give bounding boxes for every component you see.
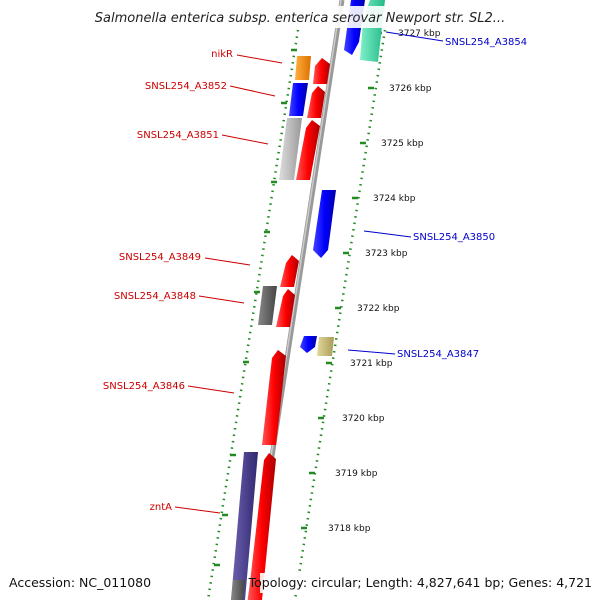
outer-ring-ticks xyxy=(214,48,297,567)
right-leader-lines xyxy=(347,31,444,355)
gene-label-snsl254-a3854[interactable]: SNSL254_A3854 xyxy=(445,37,527,48)
kbp-label-3727: 3727 kbp xyxy=(398,29,441,39)
map-title: Salmonella enterica subsp. enterica sero… xyxy=(95,11,505,26)
gene-red-2[interactable] xyxy=(307,86,325,118)
gene-red-3[interactable] xyxy=(296,120,320,180)
left-leader-lines xyxy=(174,54,283,514)
gene-small-blue[interactable] xyxy=(300,336,317,353)
gene-label-znta[interactable]: zntA xyxy=(150,502,173,513)
kbp-label-3720: 3720 kbp xyxy=(342,414,385,424)
gene-label-snsl254-a3850[interactable]: SNSL254_A3850 xyxy=(413,232,495,243)
kbp-label-3726: 3726 kbp xyxy=(389,84,432,94)
kbp-label-3722: 3722 kbp xyxy=(357,304,400,314)
gene-label-snsl254-a3847[interactable]: SNSL254_A3847 xyxy=(397,349,479,360)
accession-text: Accession: NC_011080 xyxy=(9,575,151,590)
gene-snsl254-a3849[interactable] xyxy=(280,255,299,287)
gene-snsl254-a3848[interactable] xyxy=(258,286,277,325)
gene-zntA[interactable] xyxy=(231,452,258,600)
gene-snsl254-a3850[interactable] xyxy=(313,190,336,258)
gene-label-snsl254-a3848[interactable]: SNSL254_A3848 xyxy=(114,291,196,302)
gene-snsl254-a3851[interactable] xyxy=(279,118,302,180)
gene-label-snsl254-a3851[interactable]: SNSL254_A3851 xyxy=(137,130,219,141)
title-backdrop xyxy=(85,6,515,28)
gene-grey-bottom[interactable] xyxy=(231,580,245,600)
kbp-label-3721: 3721 kbp xyxy=(350,359,393,369)
gene-label-snsl254-a3852[interactable]: SNSL254_A3852 xyxy=(145,81,227,92)
gene-label-nikr[interactable]: nikR xyxy=(211,49,233,60)
kbp-label-3724: 3724 kbp xyxy=(373,194,416,204)
kbp-label-3719: 3719 kbp xyxy=(335,469,378,479)
kbp-label-3723: 3723 kbp xyxy=(365,249,408,259)
gene-nikr[interactable] xyxy=(295,56,311,80)
topology-text: Topology: circular; Length: 4,827,641 bp… xyxy=(248,575,592,590)
gene-red-4[interactable] xyxy=(276,289,295,327)
topology-backdrop xyxy=(260,573,596,593)
gene-red-1[interactable] xyxy=(313,58,330,84)
accession-backdrop xyxy=(5,573,175,593)
kbp-label-3725: 3725 kbp xyxy=(381,139,424,149)
gene-snsl254-a3847[interactable] xyxy=(317,337,334,356)
gene-snsl254-a3852[interactable] xyxy=(289,83,308,116)
gene-label-snsl254-a3846[interactable]: SNSL254_A3846 xyxy=(103,381,185,392)
gene-snsl254-a3846[interactable] xyxy=(262,350,286,445)
kbp-label-3718: 3718 kbp xyxy=(328,524,371,534)
gene-red-5[interactable] xyxy=(248,453,276,600)
gene-label-snsl254-a3849[interactable]: SNSL254_A3849 xyxy=(119,252,201,263)
